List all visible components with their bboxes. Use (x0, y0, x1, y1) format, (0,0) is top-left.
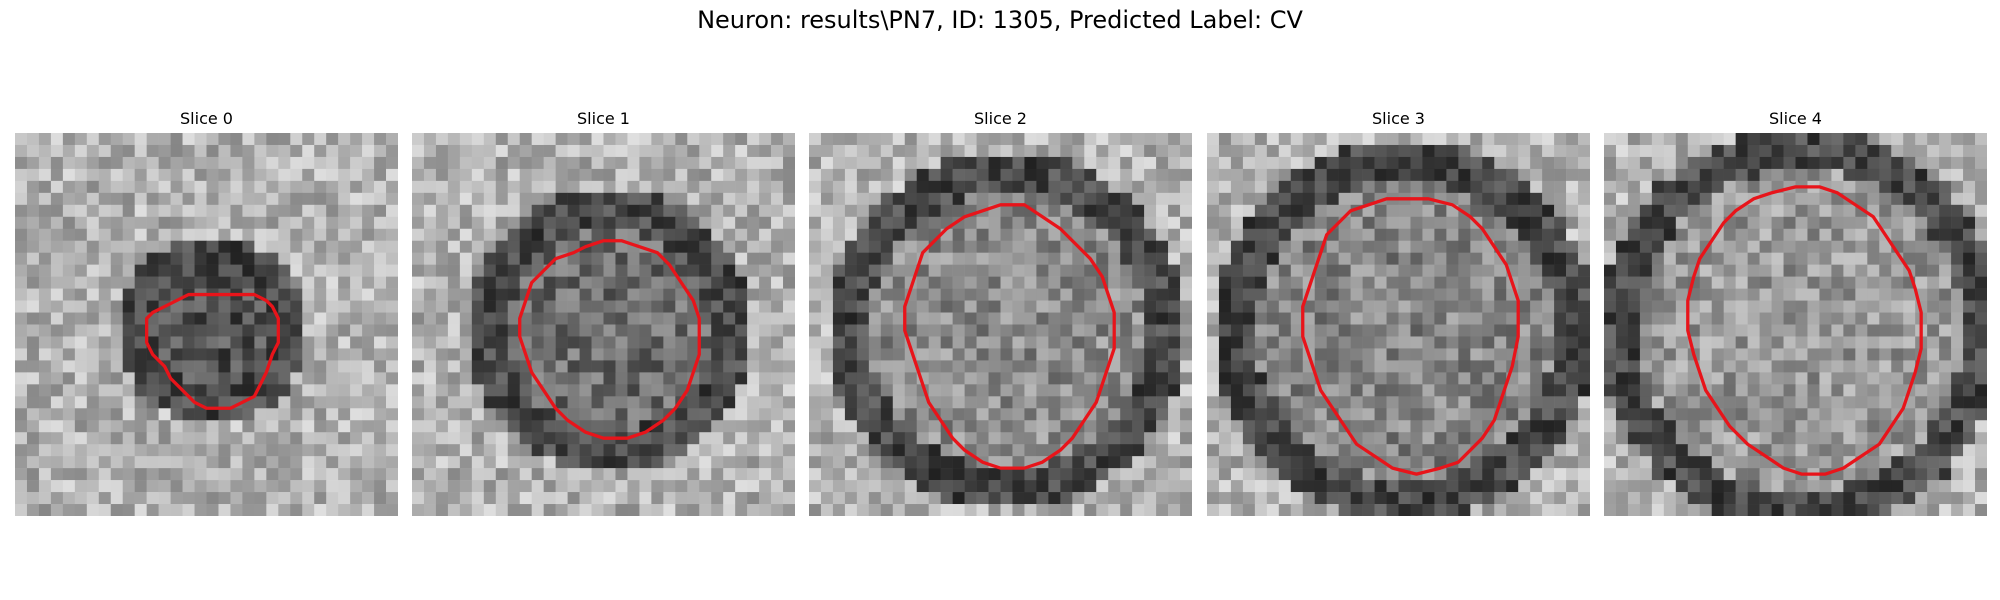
slice-image (15, 133, 398, 516)
slice-panel-2: Slice 2 (809, 108, 1192, 516)
slice-image (809, 133, 1192, 516)
slice-image (412, 133, 795, 516)
slice-panel-4: Slice 4 (1604, 108, 1987, 516)
segmentation-contour (903, 203, 1116, 470)
slice-title: Slice 3 (1372, 109, 1425, 128)
segmentation-contour (518, 239, 701, 440)
segmentation-contour (145, 292, 280, 410)
slice-title: Slice 2 (974, 109, 1027, 128)
slice-title: Slice 0 (180, 109, 233, 128)
figure-title: Neuron: results\PN7, ID: 1305, Predicted… (697, 6, 1303, 34)
slice-panel-1: Slice 1 (412, 108, 795, 516)
slice-title: Slice 4 (1769, 109, 1822, 128)
slice-panel-3: Slice 3 (1207, 108, 1590, 516)
slice-image (1604, 133, 1987, 516)
slice-title: Slice 1 (577, 109, 630, 128)
segmentation-contour (1686, 185, 1923, 476)
slice-panel-0: Slice 0 (15, 108, 398, 516)
segmentation-contour (1301, 197, 1520, 476)
slice-image (1207, 133, 1590, 516)
